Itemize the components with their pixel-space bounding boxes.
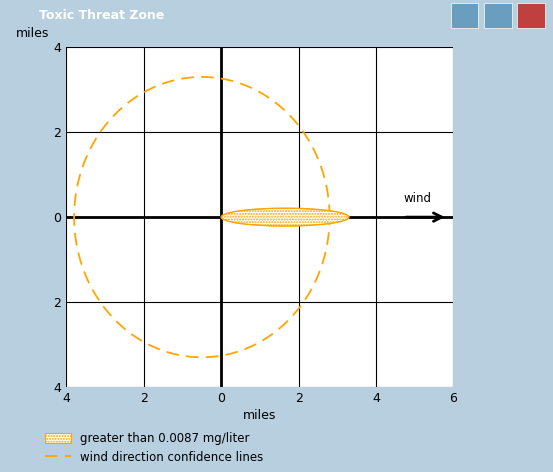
FancyBboxPatch shape bbox=[451, 3, 478, 27]
X-axis label: miles: miles bbox=[243, 409, 276, 422]
FancyBboxPatch shape bbox=[517, 3, 545, 27]
Ellipse shape bbox=[221, 208, 349, 226]
Text: miles: miles bbox=[16, 27, 49, 41]
Text: Toxic Threat Zone: Toxic Threat Zone bbox=[39, 9, 164, 22]
Text: wind: wind bbox=[404, 192, 432, 205]
Legend: greater than 0.0087 mg/liter, wind direction confidence lines: greater than 0.0087 mg/liter, wind direc… bbox=[45, 432, 263, 464]
FancyBboxPatch shape bbox=[484, 3, 512, 27]
